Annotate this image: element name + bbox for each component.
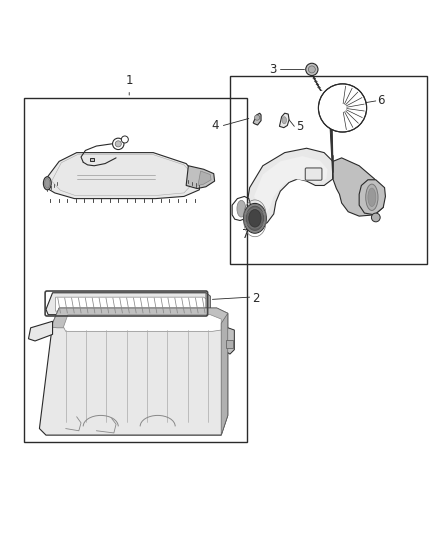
Text: 6: 6: [378, 94, 385, 107]
Polygon shape: [56, 297, 207, 314]
Text: 3: 3: [269, 63, 277, 76]
Polygon shape: [253, 113, 261, 125]
Ellipse shape: [45, 179, 50, 188]
Polygon shape: [279, 113, 289, 128]
Polygon shape: [50, 308, 228, 328]
Polygon shape: [206, 293, 210, 314]
Text: 7: 7: [241, 228, 249, 241]
Polygon shape: [333, 158, 383, 216]
Text: 1: 1: [125, 74, 133, 95]
Circle shape: [115, 141, 121, 147]
Circle shape: [254, 115, 260, 120]
Polygon shape: [46, 293, 210, 314]
Bar: [226, 340, 233, 348]
Polygon shape: [64, 314, 221, 332]
Polygon shape: [90, 158, 94, 161]
Bar: [24, 98, 247, 442]
Polygon shape: [39, 308, 228, 435]
Polygon shape: [186, 166, 215, 189]
Polygon shape: [52, 155, 197, 196]
Polygon shape: [46, 152, 199, 199]
Polygon shape: [223, 327, 234, 354]
Polygon shape: [245, 148, 333, 227]
Polygon shape: [221, 313, 228, 435]
Circle shape: [306, 63, 318, 76]
Polygon shape: [359, 180, 385, 215]
Polygon shape: [329, 97, 333, 179]
Ellipse shape: [368, 188, 376, 206]
Ellipse shape: [244, 204, 266, 233]
Text: 4: 4: [212, 119, 219, 132]
Polygon shape: [254, 156, 328, 215]
Polygon shape: [28, 321, 53, 341]
Circle shape: [318, 84, 367, 132]
Circle shape: [308, 66, 315, 73]
Circle shape: [113, 138, 124, 150]
Bar: [230, 76, 427, 264]
Ellipse shape: [282, 117, 286, 124]
Polygon shape: [198, 171, 211, 185]
Text: 5: 5: [296, 120, 304, 133]
FancyBboxPatch shape: [305, 168, 322, 180]
Circle shape: [371, 213, 380, 222]
Text: 2: 2: [252, 292, 259, 304]
Ellipse shape: [237, 200, 246, 217]
Ellipse shape: [246, 206, 264, 230]
Polygon shape: [232, 197, 251, 221]
Polygon shape: [329, 87, 367, 121]
Ellipse shape: [249, 209, 261, 227]
Ellipse shape: [366, 184, 378, 211]
Ellipse shape: [43, 177, 51, 190]
Circle shape: [121, 136, 128, 143]
